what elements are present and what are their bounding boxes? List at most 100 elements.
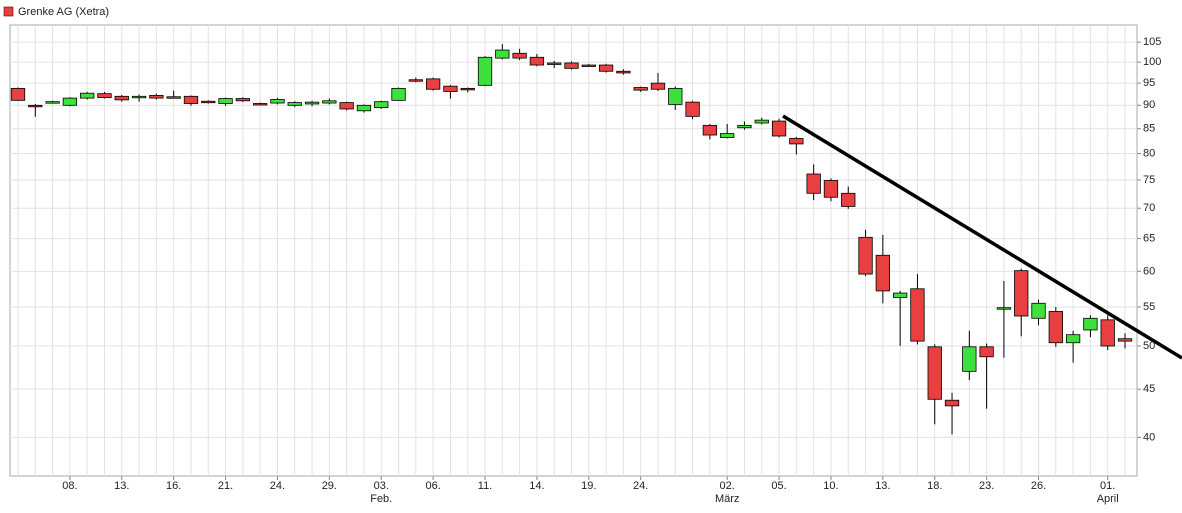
y-tick-label: 75 xyxy=(1143,174,1155,186)
y-tick-label: 70 xyxy=(1143,202,1155,214)
x-month-label: April xyxy=(1097,493,1119,505)
y-tick-label: 85 xyxy=(1143,123,1155,135)
x-tick-label: 11. xyxy=(478,480,492,492)
x-tick-label: 05. xyxy=(771,480,786,492)
x-tick-label: 18. xyxy=(927,480,942,492)
candle-body xyxy=(97,93,112,99)
x-month-label: März xyxy=(715,493,739,505)
candle-body xyxy=(806,173,821,194)
candle-body xyxy=(789,138,804,145)
candle-body xyxy=(616,70,631,74)
candle-body xyxy=(322,100,337,104)
y-tick-label: 60 xyxy=(1143,265,1155,277)
candle-body xyxy=(287,102,302,106)
x-tick-label: 21. xyxy=(218,480,233,492)
x-tick-label: 23. xyxy=(979,480,994,492)
candle-body xyxy=(979,346,994,358)
candle-body xyxy=(841,192,856,207)
candle-body xyxy=(443,85,458,92)
candle-body xyxy=(633,87,648,91)
candle-body xyxy=(1031,302,1046,319)
candle-body xyxy=(391,87,406,101)
legend-label: Grenke AG (Xetra) xyxy=(18,6,109,18)
candle-body xyxy=(62,97,78,106)
x-tick-label: 16. xyxy=(166,480,181,492)
candle-body xyxy=(80,92,95,99)
x-tick-label: 14. xyxy=(529,480,544,492)
candle-body xyxy=(166,96,181,99)
candle-body xyxy=(270,99,285,104)
trend-line xyxy=(782,114,1182,360)
candle-body xyxy=(235,98,251,102)
x-tick-label: 26. xyxy=(1031,480,1046,492)
candle-body xyxy=(131,95,147,99)
candle-body xyxy=(771,120,787,137)
x-tick-label: 24. xyxy=(633,480,648,492)
candle-body xyxy=(564,62,579,69)
candle-body xyxy=(892,292,908,298)
candle-body xyxy=(823,180,839,198)
x-tick-label: 03. xyxy=(374,480,389,492)
y-tick-label: 65 xyxy=(1143,232,1155,244)
candle-body xyxy=(1048,311,1063,344)
candle-body xyxy=(218,98,233,104)
candle-body xyxy=(547,62,562,65)
candle-body xyxy=(374,101,389,108)
candle-body xyxy=(996,307,1012,310)
candle-body xyxy=(581,64,596,67)
candle-body xyxy=(10,87,26,101)
candle-body xyxy=(408,79,423,82)
x-month-label: Feb. xyxy=(370,493,392,505)
y-tick-label: 55 xyxy=(1143,301,1155,313)
candle-body xyxy=(702,124,718,136)
candle-body xyxy=(356,104,372,112)
candle-body xyxy=(512,52,527,59)
y-tick-label: 95 xyxy=(1143,77,1155,89)
candle-body xyxy=(477,56,493,86)
grid xyxy=(10,25,1137,476)
candle-body xyxy=(737,124,752,129)
candle-body xyxy=(425,78,441,90)
y-tick-label: 50 xyxy=(1143,340,1155,352)
candle-body xyxy=(668,87,683,105)
x-tick-label: 19. xyxy=(581,480,596,492)
candle-body xyxy=(927,346,942,400)
candle-body xyxy=(910,288,925,342)
candle-body xyxy=(858,236,873,275)
candle-body xyxy=(339,102,354,110)
x-tick-label: 13. xyxy=(875,480,890,492)
candle-body xyxy=(650,82,666,90)
x-tick-label: 10. xyxy=(823,480,838,492)
candle-body xyxy=(1014,270,1029,317)
candle-body xyxy=(720,133,735,138)
x-tick-label: 29. xyxy=(322,480,337,492)
candle-body xyxy=(201,100,216,104)
x-tick-label: 08. xyxy=(62,480,77,492)
candle-body xyxy=(529,56,545,66)
candle-body xyxy=(460,87,475,91)
candle-body xyxy=(304,101,320,105)
candle-body xyxy=(183,95,199,104)
candle-body xyxy=(1100,319,1115,347)
legend-swatch xyxy=(3,6,14,17)
y-tick-label: 40 xyxy=(1143,431,1155,443)
candle-body xyxy=(754,119,769,124)
candle-body xyxy=(598,64,614,72)
candle-body xyxy=(685,101,700,117)
candle-body xyxy=(962,346,977,372)
candle-body xyxy=(1065,334,1081,344)
candles xyxy=(10,44,1133,435)
x-tick-label: 13. xyxy=(114,480,129,492)
y-tick-label: 80 xyxy=(1143,147,1155,159)
candle-body xyxy=(1083,317,1098,331)
x-tick-label: 01. xyxy=(1100,480,1115,492)
y-tick-label: 45 xyxy=(1143,383,1155,395)
candle-body xyxy=(875,254,890,292)
candle-body xyxy=(149,95,164,99)
candle-body xyxy=(1117,338,1133,342)
candle-body xyxy=(45,101,60,104)
y-tick-label: 100 xyxy=(1143,56,1161,68)
candle-body xyxy=(944,399,960,407)
plot-area xyxy=(9,24,1138,477)
